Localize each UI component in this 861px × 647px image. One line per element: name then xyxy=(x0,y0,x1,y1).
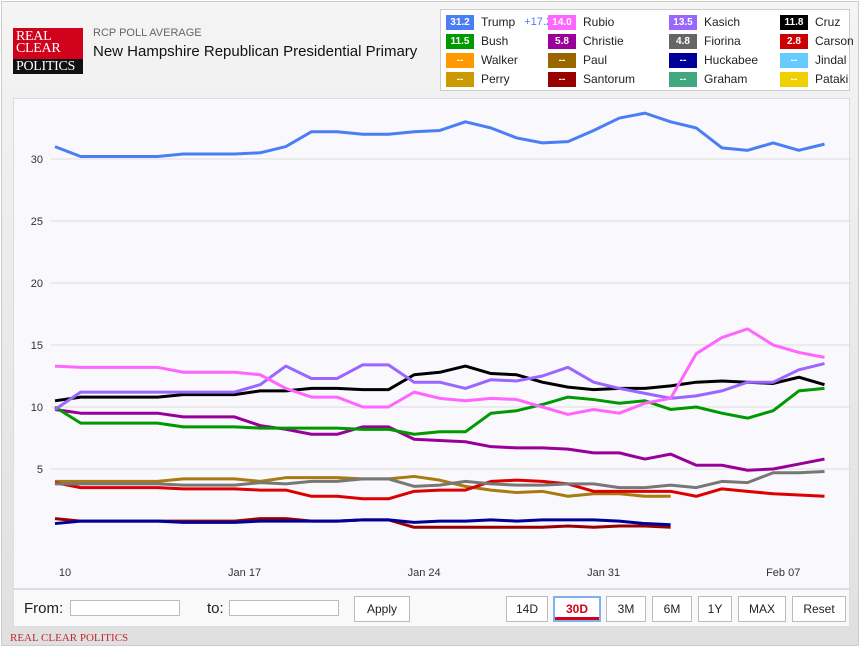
plot-area: 5 10 15 20 25 30 10 Jan 17 Jan 24 Jan 31 Feb 07 xyxy=(13,98,851,589)
legend-item-walker[interactable]: -- Walker xyxy=(446,52,518,68)
series-line-carson[interactable] xyxy=(54,478,825,501)
legend-value-badge: -- xyxy=(446,52,474,68)
series-line-huckabee[interactable] xyxy=(54,518,671,527)
x-tick-label: 10 xyxy=(59,567,71,579)
legend-item-huckabee[interactable]: -- Huckabee xyxy=(669,52,758,68)
legend-item-cruz[interactable]: 11.8 Cruz xyxy=(780,14,840,30)
range-button-1y[interactable]: 1Y xyxy=(698,596,732,622)
from-date-input[interactable] xyxy=(70,600,180,616)
legend: 31.2 Trump +17.2 14.0 Rubio 13.5 Kasich 11.8 Cru… xyxy=(440,9,854,91)
legend-item-carson[interactable]: 2.8 Carson xyxy=(780,33,854,49)
legend-name: Pataki xyxy=(815,72,849,86)
apply-button[interactable]: Apply xyxy=(354,596,410,622)
legend-value-badge: -- xyxy=(548,52,576,68)
legend-item-paul[interactable]: -- Paul xyxy=(548,52,607,68)
legend-value-badge: -- xyxy=(669,52,697,68)
legend-name: Huckabee xyxy=(704,53,759,67)
legend-value-badge: 2.8 xyxy=(780,33,808,49)
legend-item-trump[interactable]: 31.2 Trump +17.2 xyxy=(446,14,552,30)
range-button-3m[interactable]: 3M xyxy=(606,596,646,622)
from-label: From: xyxy=(24,600,64,617)
range-controls: From: to: Apply 14D 30D 3M 6M 1Y MAX Reset xyxy=(13,589,850,627)
rcp-logo: REAL CLEAR POLITICS xyxy=(13,28,83,74)
legend-value-badge: -- xyxy=(780,71,808,87)
x-tick-label: Jan 17 xyxy=(228,567,261,579)
y-tick-label: 5 xyxy=(37,464,43,476)
legend-value-badge: 13.5 xyxy=(669,14,697,30)
legend-item-perry[interactable]: -- Perry xyxy=(446,71,510,87)
legend-value-badge: 31.2 xyxy=(446,14,474,30)
series-line-bush[interactable] xyxy=(54,386,825,436)
y-tick-label: 15 xyxy=(31,340,43,352)
series-line-rubio[interactable] xyxy=(54,327,825,416)
subtitle: RCP POLL AVERAGE xyxy=(93,27,202,39)
legend-item-jindal[interactable]: -- Jindal xyxy=(780,52,846,68)
x-tick-label: Feb 07 xyxy=(766,567,800,579)
legend-value-badge: 14.0 xyxy=(548,14,576,30)
y-tick-label: 20 xyxy=(31,278,43,290)
to-label: to: xyxy=(207,600,224,617)
legend-item-graham[interactable]: -- Graham xyxy=(669,71,747,87)
legend-value-badge: -- xyxy=(669,71,697,87)
legend-name: Christie xyxy=(583,34,624,48)
legend-name: Rubio xyxy=(583,15,615,29)
series-line-trump[interactable] xyxy=(54,111,825,159)
legend-value-badge: 11.5 xyxy=(446,33,474,49)
legend-item-bush[interactable]: 11.5 Bush xyxy=(446,33,508,49)
y-tick-label: 10 xyxy=(31,402,43,414)
legend-value-badge: 11.8 xyxy=(780,14,808,30)
legend-name: Graham xyxy=(704,72,748,86)
y-tick-label: 30 xyxy=(31,154,43,166)
x-tick-label: Jan 24 xyxy=(408,567,441,579)
legend-item-rubio[interactable]: 14.0 Rubio xyxy=(548,14,614,30)
range-button-14d[interactable]: 14D xyxy=(506,596,548,622)
legend-name: Perry xyxy=(481,72,510,86)
legend-item-santorum[interactable]: -- Santorum xyxy=(548,71,635,87)
spread-value: +17.2 xyxy=(524,16,553,28)
range-button-30d[interactable]: 30D xyxy=(553,596,601,622)
legend-item-pataki[interactable]: -- Pataki xyxy=(780,71,848,87)
line-chart: 5 10 15 20 25 30 10 Jan 17 Jan 24 Jan 31 Feb 07 xyxy=(31,111,851,579)
series-line-fiorina[interactable] xyxy=(55,469,825,490)
legend-name: Fiorina xyxy=(704,34,741,48)
page-title: New Hampshire Republican Presidential Pr… xyxy=(93,43,418,60)
legend-name: Bush xyxy=(481,34,509,48)
series-line-cruz[interactable] xyxy=(54,364,825,403)
legend-item-christie[interactable]: 5.8 Christie xyxy=(548,33,624,49)
legend-value-badge: 5.8 xyxy=(548,33,576,49)
range-button-6m[interactable]: 6M xyxy=(652,596,692,622)
x-tick-label: Jan 31 xyxy=(587,567,620,579)
legend-name: Jindal xyxy=(815,53,847,67)
legend-name: Cruz xyxy=(815,15,841,29)
logo-line: REAL xyxy=(16,29,52,44)
legend-value-badge: -- xyxy=(446,71,474,87)
reset-button[interactable]: Reset xyxy=(792,596,846,622)
footer-brand: REAL CLEAR POLITICS xyxy=(10,632,129,644)
series-line-kasich[interactable] xyxy=(54,362,825,411)
range-button-max[interactable]: MAX xyxy=(738,596,786,622)
series-line-christie[interactable] xyxy=(54,407,825,472)
legend-item-kasich[interactable]: 13.5 Kasich xyxy=(669,14,740,30)
to-date-input[interactable] xyxy=(229,600,339,616)
legend-name: Paul xyxy=(583,53,608,67)
logo-line: POLITICS xyxy=(13,59,83,74)
legend-value-badge: 4.8 xyxy=(669,33,697,49)
legend-name: Santorum xyxy=(583,72,636,86)
legend-value-badge: -- xyxy=(780,52,808,68)
legend-name: Walker xyxy=(481,53,518,67)
legend-name: Kasich xyxy=(704,15,741,29)
legend-value-badge: -- xyxy=(548,71,576,87)
legend-name: Carson xyxy=(815,34,854,48)
logo-line: CLEAR xyxy=(16,41,61,56)
legend-item-fiorina[interactable]: 4.8 Fiorina xyxy=(669,33,741,49)
y-tick-label: 25 xyxy=(31,216,43,228)
legend-name: Trump xyxy=(481,15,516,29)
